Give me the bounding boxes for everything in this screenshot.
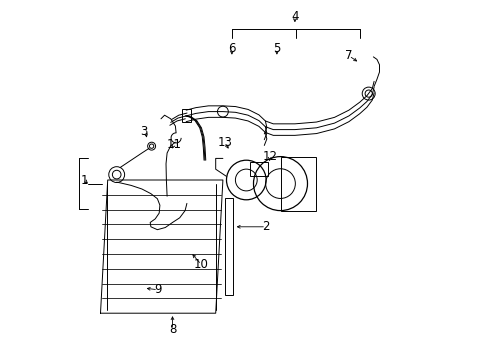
Bar — [249, 162, 267, 176]
Text: 9: 9 — [154, 283, 162, 296]
Text: 5: 5 — [273, 42, 280, 55]
Text: 1: 1 — [81, 174, 88, 186]
Text: 6: 6 — [228, 42, 235, 55]
Text: 12: 12 — [262, 150, 277, 163]
Text: 8: 8 — [168, 323, 176, 336]
Text: 10: 10 — [193, 258, 208, 271]
Text: 13: 13 — [217, 136, 232, 149]
Text: 4: 4 — [290, 10, 298, 23]
Text: 11: 11 — [166, 138, 182, 150]
Text: 3: 3 — [140, 125, 147, 138]
Bar — [224, 198, 232, 295]
Text: 2: 2 — [262, 220, 269, 233]
Bar — [280, 157, 315, 211]
Text: 7: 7 — [345, 49, 352, 62]
Bar — [182, 109, 190, 122]
